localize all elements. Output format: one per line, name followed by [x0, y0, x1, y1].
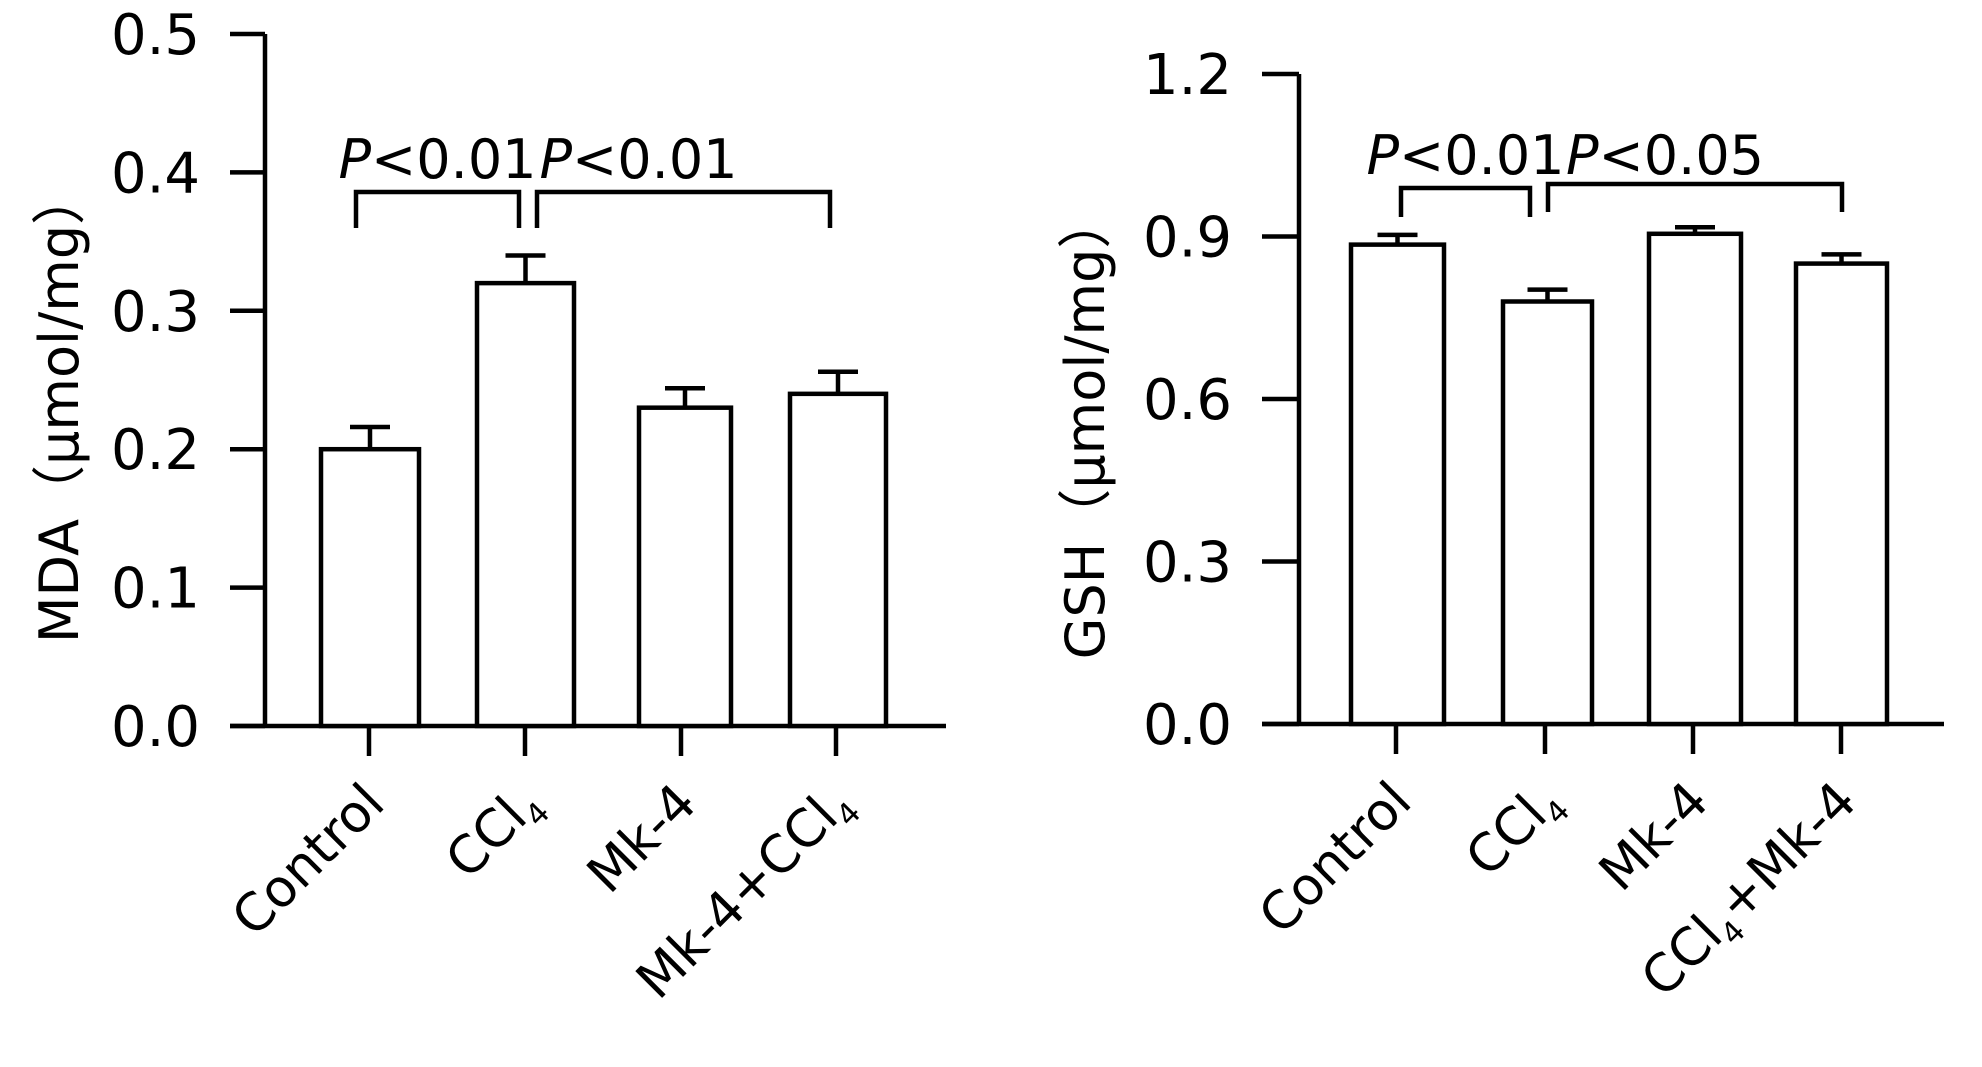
- p-value-label: P<0.01: [1366, 124, 1564, 187]
- significance-bracket: [353, 189, 522, 228]
- y-tick-label: 1.2: [1143, 43, 1232, 108]
- chart-2: 0.0 0.3 0.6 0.9 1.2 GSH（μmol/mg） Control CCl4 Mk…: [1054, 43, 1944, 1009]
- x-tick-label: Control: [1248, 771, 1423, 946]
- significance-bracket: [534, 189, 833, 228]
- bar: [787, 391, 889, 729]
- bar: [1793, 261, 1890, 727]
- y-tick-label: 0.5: [111, 3, 200, 68]
- x-tick-label: Mk-4: [576, 773, 708, 905]
- y-tick-label: 0.3: [1143, 531, 1232, 596]
- y-tick-label: 0.3: [111, 280, 200, 345]
- x-tick-label: Mk-4: [1588, 771, 1720, 903]
- y-tick-label: 0.2: [111, 418, 200, 483]
- x-tick-label: CCl4: [1455, 771, 1577, 893]
- y-tick-label: 0.0: [111, 695, 200, 760]
- p-value-label: P<0.05: [1566, 124, 1764, 187]
- bar: [1646, 231, 1744, 727]
- y-axis-label: GSH（μmol/mg）: [1054, 195, 1117, 660]
- bar: [636, 405, 734, 729]
- p-value-label: P<0.01: [338, 128, 536, 191]
- bar: [1500, 299, 1595, 727]
- chart-1: 0.0 0.1 0.2 0.3 0.4 0.5 MDA（μmol/mg） Control CCl…: [28, 3, 946, 1011]
- y-tick-label: 0.9: [1143, 206, 1232, 271]
- p-value-label: P<0.01: [539, 128, 737, 191]
- x-tick-label: Control: [221, 773, 396, 948]
- y-tick-label: 0.4: [111, 141, 200, 206]
- bar: [1348, 242, 1447, 727]
- y-axis-label: MDA（μmol/mg）: [28, 171, 91, 643]
- significance-bracket: [1398, 185, 1533, 217]
- bar: [474, 280, 577, 729]
- y-tick-label: 0.0: [1143, 693, 1232, 758]
- bar: [318, 446, 422, 729]
- x-tick-label: CCl4: [435, 773, 557, 895]
- significance-bracket: [1545, 181, 1845, 212]
- y-tick-label: 0.6: [1143, 368, 1232, 433]
- y-tick-label: 0.1: [111, 557, 200, 622]
